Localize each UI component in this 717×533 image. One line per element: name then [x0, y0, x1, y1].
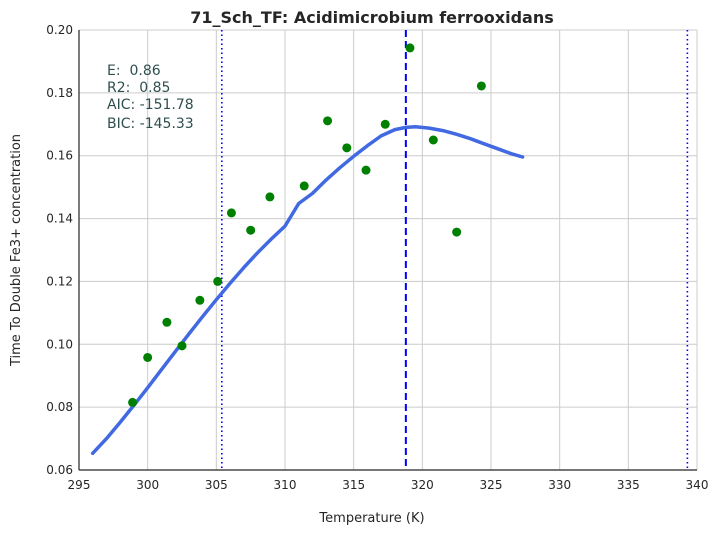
stat-r2: R2: 0.85 — [107, 80, 170, 96]
fit-statistics: E: 0.86 R2: 0.85 AIC: -151.78 BIC: -145.… — [107, 63, 194, 132]
data-point — [265, 192, 275, 202]
data-point — [177, 341, 187, 351]
stat-e: E: 0.86 — [107, 63, 161, 79]
y-tick-labels: 0.06 0.08 0.10 0.12 0.14 0.16 0.18 0.20 — [46, 23, 73, 477]
x-tick-label: 300 — [136, 478, 159, 492]
data-point — [361, 165, 371, 175]
x-tick-label: 315 — [342, 478, 365, 492]
data-point — [226, 208, 236, 218]
data-point — [405, 43, 415, 53]
data-point — [143, 352, 153, 362]
y-tick-label: 0.20 — [46, 23, 73, 37]
y-tick-label: 0.10 — [46, 337, 73, 351]
y-axis-label: Time To Double Fe3+ concentration — [9, 134, 24, 367]
y-tick-label: 0.12 — [46, 274, 73, 288]
stat-bic: BIC: -145.33 — [107, 116, 194, 132]
y-tick-label: 0.06 — [46, 463, 73, 477]
stat-aic: AIC: -151.78 — [107, 97, 194, 113]
data-point — [476, 81, 486, 91]
grid — [78, 29, 698, 471]
data-point — [299, 181, 309, 191]
data-point — [380, 119, 390, 129]
x-tick-label: 340 — [686, 478, 709, 492]
fit-curve — [90, 125, 525, 456]
x-tick-label: 320 — [411, 478, 434, 492]
data-point — [195, 295, 205, 305]
x-tick-labels: 295 300 305 310 315 320 325 330 335 340 — [68, 478, 709, 492]
y-tick-label: 0.08 — [46, 400, 73, 414]
axes — [78, 30, 697, 471]
data-point — [342, 143, 352, 153]
x-tick-label: 295 — [68, 478, 91, 492]
x-tick-label: 305 — [205, 478, 228, 492]
y-tick-label: 0.18 — [46, 86, 73, 100]
x-tick-label: 335 — [617, 478, 640, 492]
data-point — [128, 397, 138, 407]
data-point — [213, 276, 223, 286]
x-axis-label: Temperature (K) — [318, 511, 424, 526]
data-points — [128, 43, 486, 407]
data-point — [323, 116, 333, 126]
x-tick-label: 330 — [548, 478, 571, 492]
reference-lines — [221, 30, 689, 470]
x-tick-label: 325 — [480, 478, 503, 492]
y-tick-label: 0.16 — [46, 149, 73, 163]
data-point — [452, 227, 462, 237]
fit-curve-group — [90, 125, 525, 456]
data-point — [246, 225, 256, 235]
data-point — [162, 317, 172, 327]
chart-title: 71_Sch_TF: Acidimicrobium ferrooxidans — [190, 8, 554, 27]
x-tick-label: 310 — [274, 478, 297, 492]
y-tick-label: 0.14 — [46, 212, 73, 226]
data-point — [428, 135, 438, 145]
